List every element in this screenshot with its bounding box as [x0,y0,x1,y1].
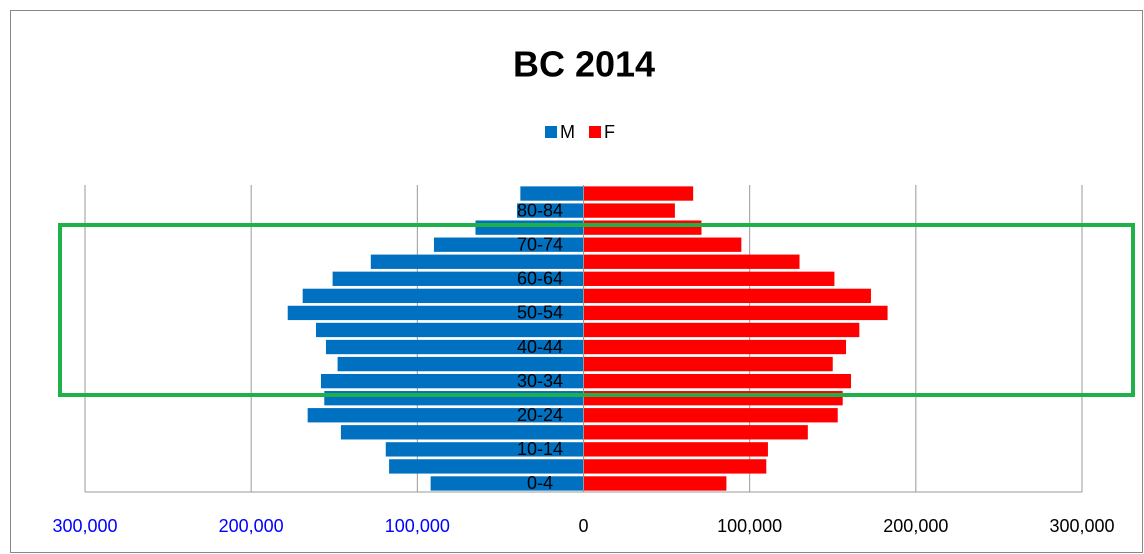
y-tick-label: 80-84 [517,200,563,220]
bar [583,476,727,491]
bar [320,373,584,389]
bar [332,271,584,286]
bar [520,186,584,201]
bar [583,237,742,252]
legend-swatch [589,126,601,138]
bar [337,356,584,372]
x-tick-label: 100,000 [385,516,450,536]
y-tick-label: 10-14 [517,439,563,459]
y-tick-label: 0-4 [527,473,553,493]
bar [583,220,702,235]
x-tick-label: 300,000 [52,516,117,536]
bar [325,339,584,355]
bar [583,271,835,286]
legend-swatch [545,126,557,138]
bar [475,220,584,235]
x-tick-label: 0 [578,516,588,536]
bar [583,442,768,457]
y-tick-label: 60-64 [517,269,563,289]
bar [583,459,767,474]
bar [583,254,800,269]
x-tick-label: 300,000 [1049,516,1114,536]
chart-title: BC 2014 [513,44,655,85]
bar [433,237,584,252]
bar [385,442,584,457]
bar [430,476,584,491]
bar [583,288,871,304]
bar [583,356,833,372]
bar [583,305,888,321]
bar [287,305,584,321]
legend-label: F [604,122,615,142]
bar [583,186,694,201]
highlight-box [58,223,1135,397]
y-tick-label: 50-54 [517,303,563,323]
bar [583,408,838,423]
y-tick-label: 70-74 [517,234,563,254]
y-tick-label: 20-24 [517,405,563,425]
legend-label: M [560,122,575,142]
bar [583,373,852,389]
bar [583,425,808,440]
bar [315,322,584,338]
x-tick-label: 200,000 [883,516,948,536]
bar [389,459,584,474]
y-tick-label: 30-34 [517,371,563,391]
bar [583,339,847,355]
bar [302,288,584,304]
bar [370,254,584,269]
bar [517,203,584,218]
x-tick-label: 100,000 [717,516,782,536]
bar [340,425,584,440]
bar [583,203,675,218]
x-tick-label: 200,000 [219,516,284,536]
plot: 300,000 200,000 100,000 0 100,000 200,000 300,… [52,185,1115,536]
bar [583,322,860,338]
y-tick-label: 40-44 [517,337,563,357]
bar [307,408,584,423]
